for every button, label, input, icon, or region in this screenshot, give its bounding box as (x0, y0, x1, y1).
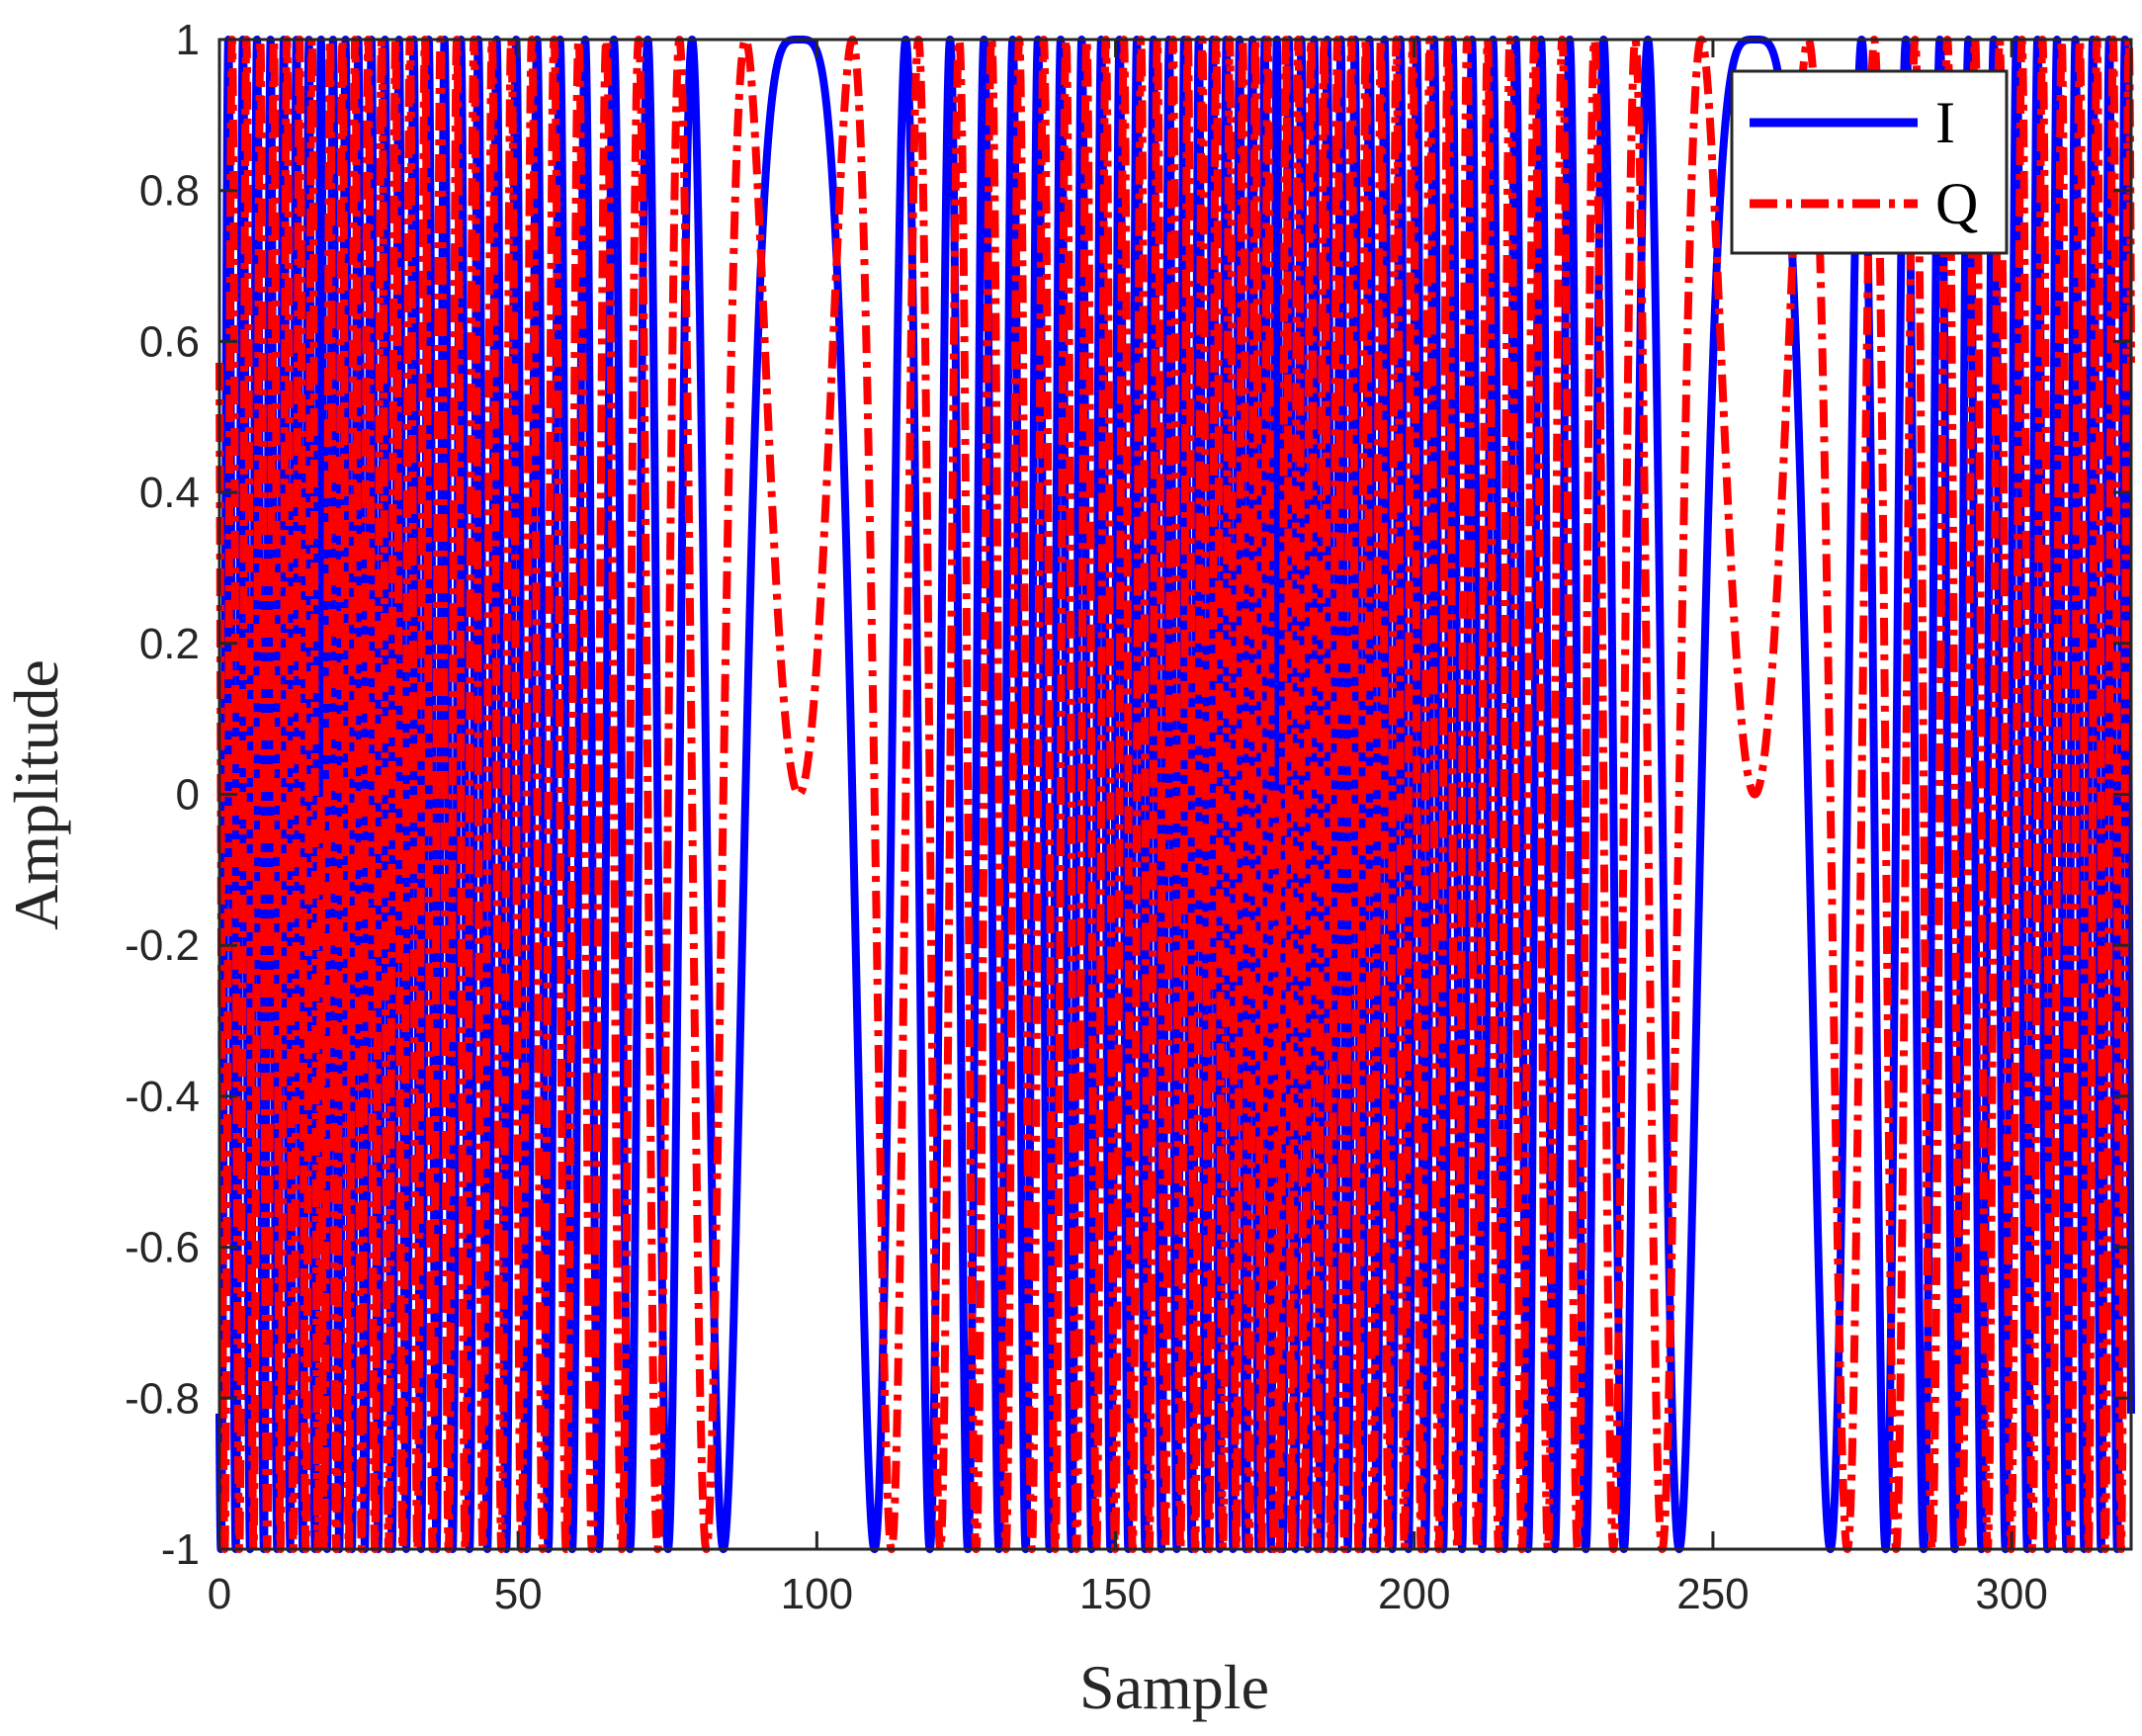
x-tick-label: 250 (1676, 1570, 1749, 1618)
y-tick-label: 0.6 (139, 317, 200, 366)
y-tick-label: 1 (176, 16, 200, 64)
y-tick-label: -1 (161, 1525, 200, 1574)
y-tick-label: -0.8 (125, 1374, 200, 1423)
legend-box (1730, 69, 2009, 255)
y-tick-label: 0 (176, 771, 200, 820)
x-tick-label: 200 (1378, 1570, 1450, 1618)
y-tick-label: 0.2 (139, 620, 200, 668)
axes-layer: 0 50 100 150 200 250 300 -1 -0.8 -0.6 -0.4 -0.2 0 0.2… (125, 16, 2133, 1618)
legend-label-q: Q (1935, 171, 1978, 236)
y-axis-title: Amplitude (1, 659, 71, 930)
y-tick-label: -0.4 (125, 1073, 200, 1121)
x-tick-label: 150 (1079, 1570, 1152, 1618)
series-layer (215, 36, 2135, 1553)
y-tick-label: -0.2 (125, 921, 200, 970)
x-tick-label: 0 (208, 1570, 231, 1618)
x-tick-label: 50 (494, 1570, 543, 1618)
y-tick-label: 0.4 (139, 469, 200, 517)
y-tick-label: 0.8 (139, 167, 200, 216)
x-axis-title: Sample (1079, 1652, 1269, 1722)
x-tick-label: 100 (781, 1570, 853, 1618)
series-q-line (215, 36, 2135, 1553)
legend-label-i: I (1935, 90, 1955, 155)
x-tick-label: 300 (1975, 1570, 2047, 1618)
y-tick-label: -0.6 (125, 1224, 200, 1272)
legend: I Q (1730, 69, 2009, 255)
